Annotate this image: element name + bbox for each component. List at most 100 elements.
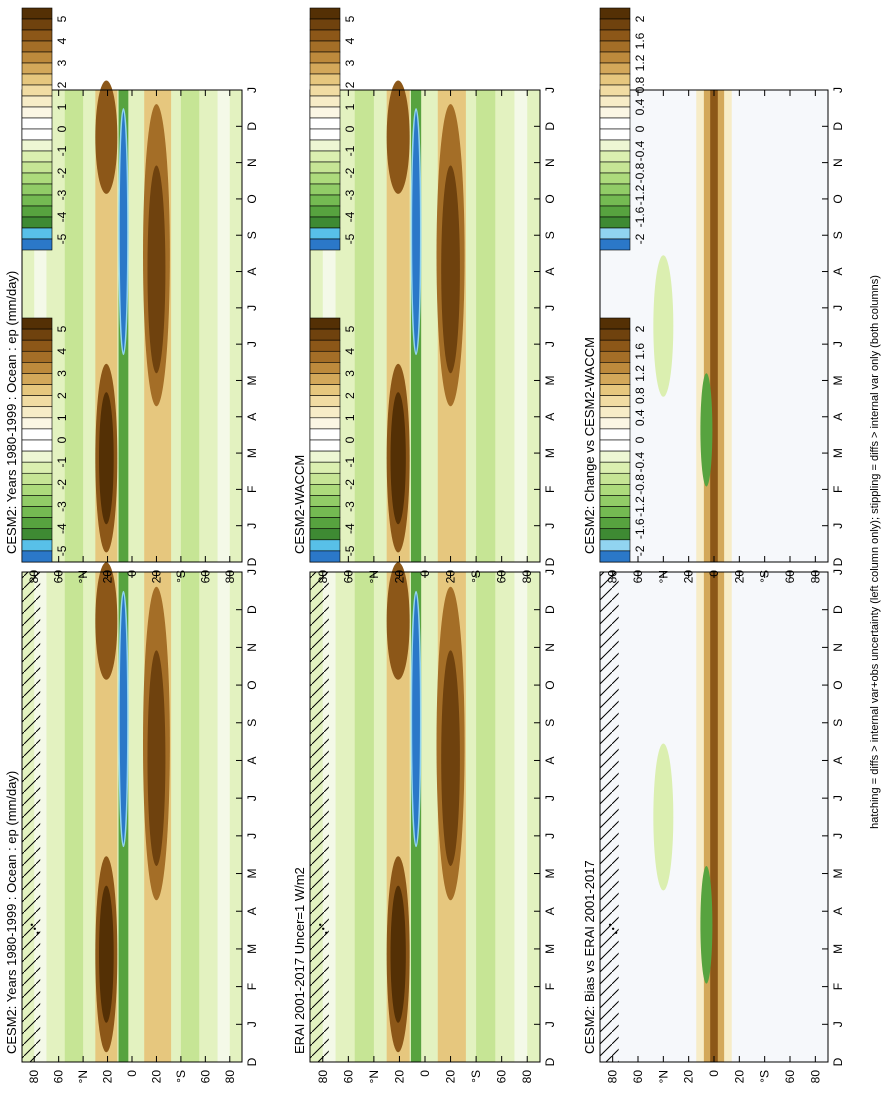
colorbar-swatch xyxy=(309,395,341,408)
month-tick-label: D xyxy=(543,1057,557,1066)
itcz-min xyxy=(411,108,421,355)
month-tick-label: O xyxy=(245,194,259,203)
colorbar-label: 2 xyxy=(633,15,647,22)
lat-tick-label: 80 xyxy=(316,570,330,584)
colorbar-swatch xyxy=(309,439,341,452)
colorbar-label: 0.8 xyxy=(633,76,647,93)
colorbar-swatch xyxy=(309,95,341,108)
month-tick-label: D xyxy=(543,605,557,614)
colorbar-swatch xyxy=(599,350,631,363)
lat-tick-label: 80 xyxy=(316,1070,330,1084)
lat-tick-label: 0 xyxy=(418,570,432,577)
colorbar-label: 0 xyxy=(343,436,357,443)
itcz-outline xyxy=(410,590,422,848)
lat-tick-label: 20 xyxy=(444,1070,458,1084)
colorbar-label: 4 xyxy=(343,348,357,355)
month-tick-label: A xyxy=(543,268,557,276)
colorbar-swatch xyxy=(599,29,631,42)
panel-1: 80 60 °N 20 0 20 °S 60 80 D J F M A M J J A S O N D J CESM2: Ye… xyxy=(4,562,259,1083)
lat-tick-label: °N xyxy=(367,1070,381,1083)
colorbar-swatch xyxy=(21,7,53,20)
lat-tick-label: 20 xyxy=(732,570,746,584)
month-tick-label: A xyxy=(245,756,259,764)
colorbar-label: -4 xyxy=(343,211,357,222)
month-tick-label: D xyxy=(543,122,557,131)
panel-4: 80 60 °N 20 0 20 °S 60 80DJFMAMJJASONDJCESM2-WAC… xyxy=(292,80,557,584)
colorbar-label: 0 xyxy=(633,125,647,132)
colorbar-swatch xyxy=(599,194,631,207)
colorbar-label: -0.8 xyxy=(633,474,647,495)
lat-tick-label: °N xyxy=(76,570,90,583)
month-tick-label: J xyxy=(831,341,845,347)
colorbar-swatch xyxy=(309,161,341,174)
colorbar-swatch xyxy=(599,227,631,240)
colorbar-swatch xyxy=(309,428,341,441)
colorbar-swatch xyxy=(309,117,341,130)
colorbar-swatch xyxy=(309,73,341,86)
colorbar-swatch xyxy=(21,373,53,385)
lat-band xyxy=(180,572,200,1062)
colorbar-label: 1.2 xyxy=(633,365,647,382)
colorbar-swatch xyxy=(21,73,53,86)
lat-tick-label: 20 xyxy=(101,570,115,584)
colorbar-swatch xyxy=(599,484,631,496)
colorbar-label: -1 xyxy=(55,457,69,468)
colorbar-swatch xyxy=(21,539,53,552)
colorbar-swatch xyxy=(309,62,341,75)
colorbar-swatch xyxy=(599,183,631,196)
colorbar-swatch xyxy=(599,128,631,141)
colorbar-label: -4 xyxy=(55,211,69,222)
eq-core xyxy=(710,90,718,562)
colorbar-swatch xyxy=(599,40,631,53)
colorbar-swatch xyxy=(599,18,631,31)
month-tick-label: M xyxy=(543,869,557,879)
month-tick-label: F xyxy=(831,486,845,493)
panel-title: CESM2: Years 1980-1999 : Ocean : ep (mm/… xyxy=(4,771,19,1054)
colorbar-label: 2 xyxy=(343,392,357,399)
colorbar-label: 2 xyxy=(55,81,69,88)
itcz-outline xyxy=(118,590,129,848)
month-tick-label: M xyxy=(245,869,259,879)
month-tick-label: M xyxy=(831,375,845,385)
colorbar-swatch xyxy=(599,95,631,108)
panel-title: CESM2: Years 1980-1999 : Ocean : ep (mm/… xyxy=(4,271,19,554)
colorbar-swatch xyxy=(21,428,53,441)
itcz-min xyxy=(119,591,128,847)
hatching xyxy=(22,572,41,1062)
colorbar-swatch xyxy=(21,528,53,541)
colorbar-swatch xyxy=(21,95,53,108)
lat-tick-label: °N xyxy=(656,1070,670,1083)
panel-title: CESM2: Change vs CESM2-WACCM xyxy=(582,337,597,554)
sh-max-core xyxy=(441,165,460,374)
colorbar-swatch xyxy=(309,506,341,518)
lat-tick-label: 60 xyxy=(495,570,509,584)
colorbar-swatch xyxy=(599,117,631,130)
month-tick-label: M xyxy=(831,448,845,458)
lat-tick-label: °S xyxy=(758,570,772,583)
colorbar-3: 5 4 3 2 1 0 -1 -2 -3 -4 -5 xyxy=(309,317,357,563)
month-tick-label: M xyxy=(245,375,259,385)
lat-tick-label: 60 xyxy=(52,1070,66,1084)
colorbar-swatch xyxy=(309,539,341,552)
colorbar-5: 2 1.6 1.2 0.8 0.4 0 -0.4-0.8-1.2-1.6 -2 xyxy=(599,317,647,563)
colorbar-swatch xyxy=(309,84,341,97)
colorbar-label: 1 xyxy=(55,103,69,110)
colorbar-swatch xyxy=(21,40,53,53)
month-tick-label: A xyxy=(831,413,845,421)
month-tick-label: O xyxy=(831,680,845,689)
lat-tick-label: 20 xyxy=(682,1070,696,1084)
colorbar-label: -5 xyxy=(55,545,69,556)
colorbar-label: 2 xyxy=(55,392,69,399)
lat-tick-label: 20 xyxy=(392,570,406,584)
colorbar-swatch xyxy=(309,183,341,196)
colorbar-swatch xyxy=(309,528,341,541)
stipple-dot xyxy=(614,931,618,934)
month-tick-label: D xyxy=(831,605,845,614)
panel-5: 80 60 °N 20 0 20 °S 60 80 D J F M A M J J A S O N D J CESM2: Bi… xyxy=(582,569,845,1083)
colorbar-swatch xyxy=(599,373,631,385)
footnote: hatching = diffs > internal var+obs unce… xyxy=(869,275,881,829)
month-tick-label: J xyxy=(831,523,845,529)
month-tick-label: O xyxy=(543,194,557,203)
lat-tick-label: °S xyxy=(469,570,483,583)
colorbar-label: 1.6 xyxy=(633,343,647,360)
